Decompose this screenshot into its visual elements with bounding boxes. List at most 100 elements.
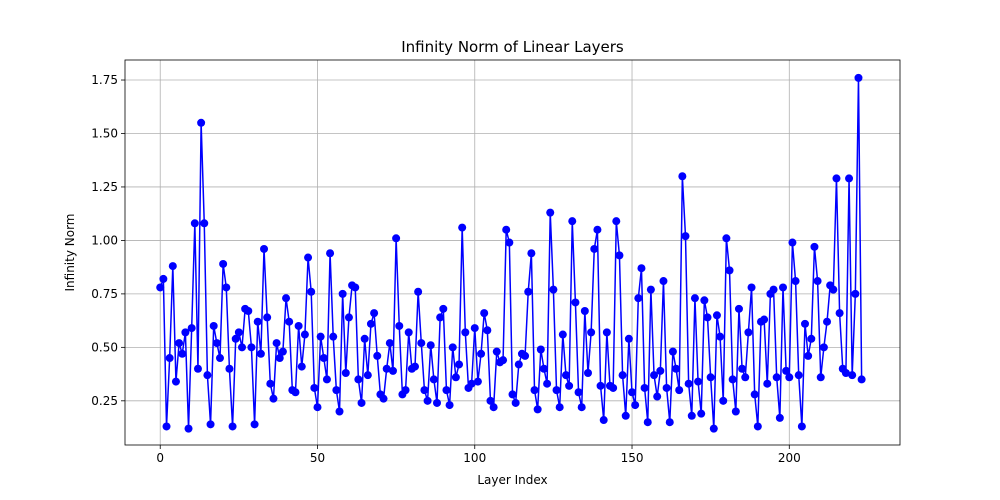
x-tick-label: 100 (463, 451, 486, 465)
data-point (206, 420, 215, 429)
data-point (263, 313, 272, 322)
x-tick-label: 200 (778, 451, 801, 465)
data-point (395, 321, 404, 330)
data-point (401, 386, 410, 395)
data-point (269, 394, 278, 403)
data-point (373, 351, 382, 360)
data-point (706, 373, 715, 382)
data-point (429, 375, 438, 384)
x-tick-label: 150 (621, 451, 644, 465)
x-tick-label: 50 (310, 451, 325, 465)
data-point (238, 343, 246, 352)
y-tick-label: 1.00 (91, 233, 118, 247)
data-point (165, 354, 174, 363)
data-point (360, 334, 369, 343)
data-point (634, 294, 643, 303)
data-point (247, 343, 256, 352)
y-axis-label: Infinity Norm (63, 214, 77, 292)
data-point (640, 383, 649, 392)
data-point (436, 313, 445, 322)
data-point (678, 172, 687, 181)
data-point (486, 396, 495, 405)
data-point (184, 424, 193, 433)
data-point (731, 407, 740, 416)
data-point (234, 328, 243, 337)
data-point (304, 253, 313, 262)
data-point (178, 349, 187, 358)
data-point (794, 371, 803, 380)
data-point (574, 388, 583, 397)
data-point (253, 317, 262, 326)
data-point (527, 249, 536, 258)
data-point (524, 287, 533, 296)
data-point (650, 371, 659, 380)
data-point (543, 379, 552, 388)
data-point (712, 311, 721, 320)
y-tick-label: 1.75 (91, 73, 118, 87)
data-point (703, 313, 712, 322)
data-point (477, 349, 486, 358)
data-point (508, 390, 517, 399)
data-point (684, 379, 693, 388)
data-point (505, 238, 514, 247)
data-point (819, 343, 828, 352)
data-point (392, 234, 401, 243)
data-point (313, 403, 322, 412)
x-axis-label: Layer Index (477, 473, 547, 487)
data-point (467, 379, 476, 388)
data-point (521, 351, 530, 360)
data-point (810, 242, 819, 251)
data-point (813, 277, 822, 286)
data-point (599, 416, 608, 425)
data-point (716, 332, 725, 341)
data-point (533, 405, 542, 414)
data-point (266, 379, 275, 388)
data-point (565, 381, 574, 390)
data-point (417, 339, 426, 348)
data-point (215, 354, 224, 363)
data-point (709, 424, 718, 433)
data-point (653, 392, 662, 401)
data-point (322, 375, 331, 384)
data-point (483, 326, 492, 335)
data-point (319, 354, 328, 363)
data-point (694, 377, 703, 386)
data-point (426, 341, 435, 350)
x-tick-label: 0 (156, 451, 164, 465)
data-point (602, 328, 611, 337)
data-point (341, 369, 350, 378)
y-tick-label: 1.50 (91, 126, 118, 140)
data-point (539, 364, 548, 373)
data-point (738, 364, 747, 373)
data-point (448, 343, 457, 352)
data-point (807, 334, 816, 343)
data-point (363, 371, 372, 380)
data-point (423, 396, 432, 405)
data-point (772, 373, 781, 382)
data-point (329, 332, 338, 341)
data-point (332, 386, 341, 395)
data-point (171, 377, 180, 386)
data-point (851, 289, 860, 298)
data-point (250, 420, 259, 429)
data-point (285, 317, 294, 326)
data-point (823, 317, 832, 326)
data-point (643, 418, 652, 427)
data-point (439, 304, 448, 313)
data-point (583, 369, 592, 378)
data-point (159, 274, 168, 283)
data-point (832, 174, 841, 183)
data-point (492, 347, 501, 356)
data-point (282, 294, 291, 303)
data-point (300, 330, 309, 339)
data-point (260, 244, 269, 253)
data-point (278, 347, 287, 356)
data-point (769, 285, 778, 294)
data-point (741, 373, 750, 382)
data-point (338, 289, 347, 298)
data-point (801, 319, 810, 328)
data-point (797, 422, 806, 431)
data-point (779, 283, 787, 292)
data-point (480, 309, 489, 318)
data-point (455, 360, 464, 369)
